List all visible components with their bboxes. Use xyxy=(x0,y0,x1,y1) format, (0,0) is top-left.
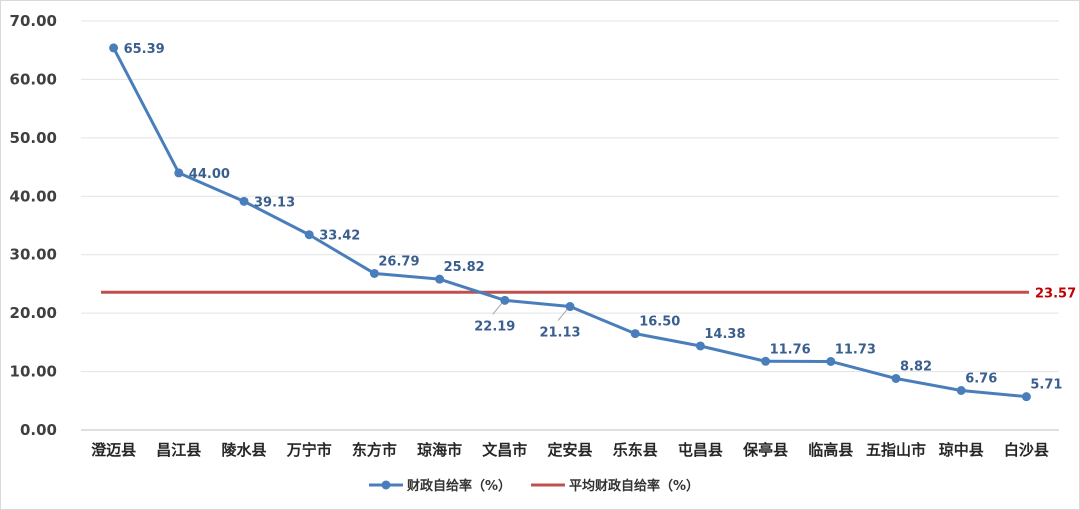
x-tick-label: 临高县 xyxy=(808,441,853,459)
x-tick-label: 乐东县 xyxy=(613,441,658,459)
x-tick-label: 澄迈县 xyxy=(91,441,136,459)
x-tick-label: 文昌市 xyxy=(482,441,527,459)
data-point xyxy=(630,329,640,339)
data-label: 44.00 xyxy=(189,167,230,182)
data-point xyxy=(956,386,966,396)
label-leader xyxy=(492,303,503,315)
data-label: 8.82 xyxy=(900,359,932,374)
x-tick-label: 白沙县 xyxy=(1004,441,1049,459)
y-tick-label: 60.00 xyxy=(10,70,57,88)
y-axis-ticks: 0.00 10.00 20.00 30.00 40.00 50.00 60.00 70.00 xyxy=(10,12,57,439)
average-label: 23.57 xyxy=(1035,286,1076,301)
y-tick-label: 70.00 xyxy=(10,12,57,30)
data-point xyxy=(761,356,771,366)
data-point xyxy=(891,373,901,383)
x-tick-label: 五指山市 xyxy=(866,441,926,459)
y-tick-label: 40.00 xyxy=(10,187,57,205)
x-tick-label: 东方市 xyxy=(352,441,397,459)
series-line xyxy=(112,47,1027,399)
y-tick-label: 0.00 xyxy=(20,421,57,439)
data-point xyxy=(239,196,249,206)
legend-label-average: 平均财政自给率（%） xyxy=(569,478,699,494)
data-label: 11.73 xyxy=(835,342,876,357)
y-tick-label: 30.00 xyxy=(10,246,57,264)
data-label: 39.13 xyxy=(254,195,295,210)
data-point xyxy=(304,230,314,240)
data-point xyxy=(695,341,705,351)
data-point xyxy=(435,274,445,284)
legend-label-series: 财政自给率（%） xyxy=(407,478,511,494)
legend-item-series: 财政自给率（%） xyxy=(369,478,511,494)
x-tick-label: 昌江县 xyxy=(156,441,201,459)
data-label: 33.42 xyxy=(319,229,360,244)
legend-marker xyxy=(381,480,391,490)
data-labels: 23.57 65.39 44.00 39.13 33.42 26.79 25.82 22.19… xyxy=(124,42,1077,393)
data-label: 26.79 xyxy=(378,254,419,269)
data-label: 22.19 xyxy=(474,319,515,334)
data-label: 65.39 xyxy=(124,42,165,57)
x-tick-label: 屯昌县 xyxy=(678,441,723,459)
data-point xyxy=(1021,392,1031,402)
x-tick-label: 保亭县 xyxy=(742,441,788,459)
x-tick-label: 陵水县 xyxy=(221,441,266,459)
data-point xyxy=(174,168,184,178)
data-point xyxy=(109,43,119,53)
data-label: 11.76 xyxy=(770,342,811,357)
data-point xyxy=(500,295,510,305)
series-layer xyxy=(101,43,1031,402)
data-label: 25.82 xyxy=(444,260,485,275)
x-tick-label: 定安县 xyxy=(547,441,592,459)
data-point xyxy=(565,302,575,312)
legend-item-average: 平均财政自给率（%） xyxy=(531,478,699,494)
x-tick-label: 万宁市 xyxy=(286,441,332,459)
data-point xyxy=(826,356,836,366)
y-tick-label: 20.00 xyxy=(10,304,57,322)
x-tick-label: 琼海市 xyxy=(417,441,462,459)
data-point xyxy=(369,268,379,278)
label-leader xyxy=(557,309,568,321)
data-label: 5.71 xyxy=(1030,378,1062,393)
y-tick-label: 10.00 xyxy=(10,363,57,381)
gridlines xyxy=(81,20,1059,431)
data-label: 14.38 xyxy=(704,327,745,342)
data-label: 6.76 xyxy=(965,372,997,387)
data-label: 21.13 xyxy=(539,326,580,341)
y-tick-label: 50.00 xyxy=(10,129,57,147)
x-axis-ticks: 澄迈县 昌江县 陵水县 万宁市 东方市 琼海市 文昌市 定安县 乐东县 屯昌县 保亭县 临高县 五指山市… xyxy=(91,441,1049,459)
data-label: 16.50 xyxy=(639,315,680,330)
x-tick-label: 琼中县 xyxy=(939,441,984,459)
legend: 财政自给率（%） 平均财政自给率（%） xyxy=(369,478,699,494)
